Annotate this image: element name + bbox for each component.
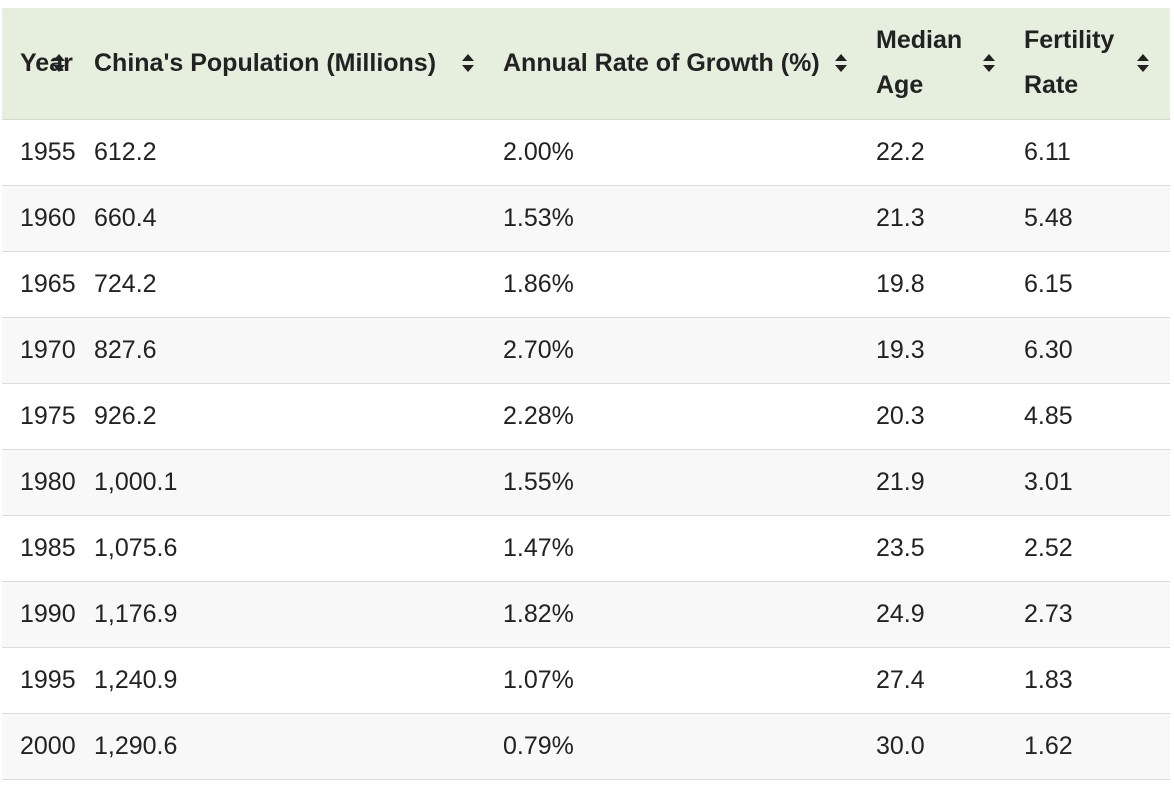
header-text: Fertility Rate [1024,26,1115,100]
table-body: 1955 612.2 2.00% 22.2 6.11 1960 660.4 1.53% 21.3… [2,119,1170,780]
table-cell: 2.52 [1016,515,1170,582]
table-cell: 2.73 [1016,581,1170,648]
table-cell: 1,290.6 [86,713,495,780]
table-cell: 6.15 [1016,251,1170,318]
table-cell: 827.6 [86,317,495,384]
header-text: China's Population (Millions) [94,48,437,77]
table-cell: 24.9 [868,581,1016,648]
table-cell: 21.9 [868,449,1016,516]
table-cell: 19.3 [868,317,1016,384]
data-table: Year China's Population (Millions) Annual … [2,8,1170,780]
table-cell: 3.01 [1016,449,1170,516]
table-cell: 2000 [2,713,86,780]
table-cell: 1.83 [1016,647,1170,714]
table-row: 1980 1,000.1 1.55% 21.9 3.01 [2,449,1170,516]
column-header[interactable]: Annual Rate of Growth (%) [495,8,868,120]
header-text: Annual Rate of Growth (%) [503,48,820,77]
column-header[interactable]: China's Population (Millions) [86,8,495,120]
table-cell: 1.62 [1016,713,1170,780]
table-row: 1995 1,240.9 1.07% 27.4 1.83 [2,647,1170,714]
table-cell: 1975 [2,383,86,450]
table-cell: 1.82% [495,581,868,648]
table-cell: 1.55% [495,449,868,516]
table-cell: 1,075.6 [86,515,495,582]
table-cell: 2.28% [495,383,868,450]
table-cell: 6.30 [1016,317,1170,384]
table-cell: 27.4 [868,647,1016,714]
table-cell: 21.3 [868,185,1016,252]
table-cell: 1.86% [495,251,868,318]
table-cell: 6.11 [1016,119,1170,186]
table-cell: 19.8 [868,251,1016,318]
table-row: 1960 660.4 1.53% 21.3 5.48 [2,185,1170,252]
sort-icon[interactable] [1136,51,1150,75]
table-cell: 2.70% [495,317,868,384]
table-cell: 1955 [2,119,86,186]
table-cell: 1965 [2,251,86,318]
table-cell: 1.07% [495,647,868,714]
table-row: 1965 724.2 1.86% 19.8 6.15 [2,251,1170,318]
table-cell: 1990 [2,581,86,648]
sort-icon[interactable] [52,51,66,75]
header-text: Median Age [876,26,963,100]
table-row: 1975 926.2 2.28% 20.3 4.85 [2,383,1170,450]
table-cell: 926.2 [86,383,495,450]
sort-icon[interactable] [461,51,475,75]
table-cell: 23.5 [868,515,1016,582]
table-cell: 22.2 [868,119,1016,186]
sort-icon[interactable] [834,51,848,75]
table-cell: 1.47% [495,515,868,582]
table-cell: 30.0 [868,713,1016,780]
table-cell: 0.79% [495,713,868,780]
table-cell: 1960 [2,185,86,252]
table-cell: 2.00% [495,119,868,186]
table-cell: 1,176.9 [86,581,495,648]
table-cell: 1980 [2,449,86,516]
table-cell: 1995 [2,647,86,714]
header-text: Year [20,48,73,77]
table-cell: 612.2 [86,119,495,186]
table-cell: 5.48 [1016,185,1170,252]
sort-icon[interactable] [982,51,996,75]
column-header[interactable]: Median Age [868,8,1016,120]
header-row: Year China's Population (Millions) Annual … [2,8,1170,120]
column-header[interactable]: Year [2,8,86,120]
table-cell: 20.3 [868,383,1016,450]
table-row: 1990 1,176.9 1.82% 24.9 2.73 [2,581,1170,648]
table-cell: 1,240.9 [86,647,495,714]
table-cell: 1,000.1 [86,449,495,516]
table-cell: 1.53% [495,185,868,252]
table-row: 1970 827.6 2.70% 19.3 6.30 [2,317,1170,384]
table-cell: 1985 [2,515,86,582]
table-row: 1955 612.2 2.00% 22.2 6.11 [2,119,1170,186]
column-header[interactable]: Fertility Rate [1016,8,1170,120]
table-row: 1985 1,075.6 1.47% 23.5 2.52 [2,515,1170,582]
table-header: Year China's Population (Millions) Annual … [2,8,1170,120]
table-cell: 1970 [2,317,86,384]
table-cell: 4.85 [1016,383,1170,450]
table-cell: 660.4 [86,185,495,252]
table-cell: 724.2 [86,251,495,318]
table-row: 2000 1,290.6 0.79% 30.0 1.62 [2,713,1170,780]
